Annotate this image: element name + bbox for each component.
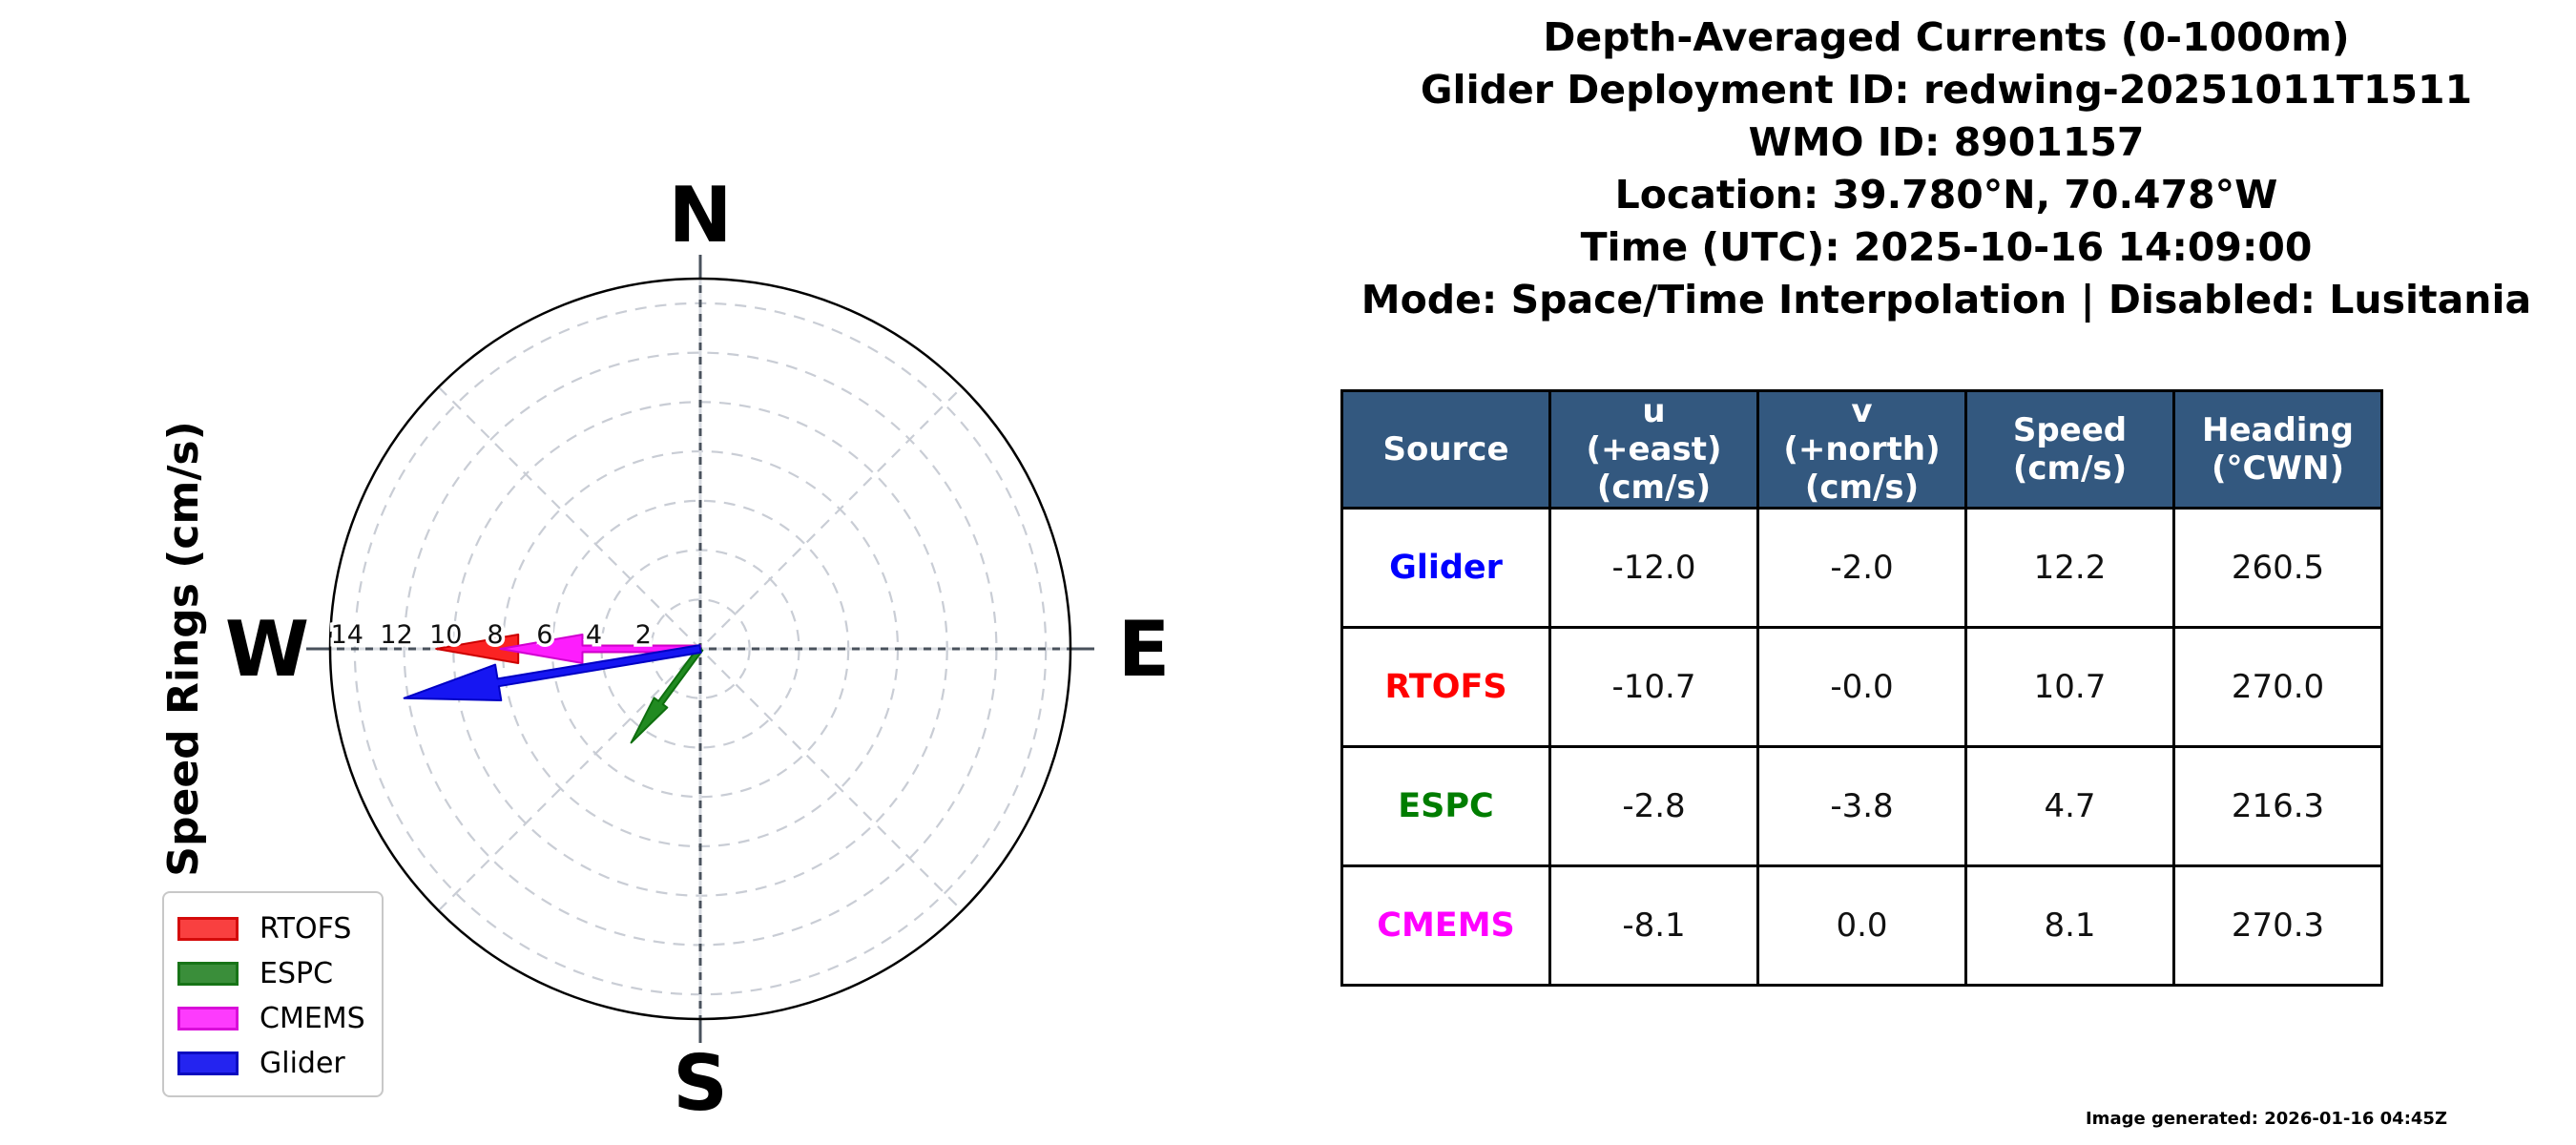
u-cell: -10.7 bbox=[1548, 626, 1759, 748]
polar-boundary-circle bbox=[328, 277, 1072, 1021]
compass-east-label: E bbox=[1118, 605, 1171, 694]
compass-west-label: W bbox=[225, 605, 309, 694]
ring-tick-label: 4 bbox=[586, 620, 602, 650]
ring-tick-label: 10 bbox=[429, 620, 462, 650]
heading-cell: 260.5 bbox=[2172, 507, 2383, 629]
rtofs-color-swatch bbox=[177, 917, 239, 941]
compass-north-label: N bbox=[669, 171, 733, 260]
currents-table: Source u (+east) (cm/s) v (+north) (cm/s… bbox=[1340, 389, 2383, 987]
ring-tick-label: 2 bbox=[635, 620, 652, 650]
location-line: Location: 39.780°N, 70.478°W bbox=[1614, 172, 2278, 218]
legend-label: CMEMS bbox=[260, 1001, 365, 1035]
header-heading: Heading (°CWN) bbox=[2172, 389, 2383, 510]
u-cell: -2.8 bbox=[1548, 745, 1759, 867]
ring-tick-label: 8 bbox=[487, 620, 503, 650]
polar-plot: 14 12 10 8 6 4 2 N S W E Speed Rings (cm/s) bbox=[159, 171, 1171, 1128]
source-cell: Glider bbox=[1340, 507, 1551, 629]
header-u: u (+east) (cm/s) bbox=[1548, 389, 1759, 510]
header-source: Source bbox=[1340, 389, 1551, 510]
v-cell: -0.0 bbox=[1756, 626, 1967, 748]
source-cell: RTOFS bbox=[1340, 626, 1551, 748]
cmems-color-swatch bbox=[177, 1007, 239, 1030]
source-cell: CMEMS bbox=[1340, 864, 1551, 987]
v-cell: -2.0 bbox=[1756, 507, 1967, 629]
legend-item-glider: Glider bbox=[177, 1041, 382, 1086]
page-title: Depth-Averaged Currents (0-1000m) bbox=[1543, 14, 2350, 60]
current-vectors bbox=[403, 634, 704, 744]
legend-label: RTOFS bbox=[260, 911, 352, 946]
deployment-id-line: Glider Deployment ID: redwing-20251011T1… bbox=[1420, 67, 2473, 113]
glider-color-swatch bbox=[177, 1051, 239, 1075]
heading-cell: 216.3 bbox=[2172, 745, 2383, 867]
title-block: Depth-Averaged Currents (0-1000m) Glider… bbox=[1317, 11, 2576, 326]
table-row: ESPC -2.8 -3.8 4.7 216.3 bbox=[1340, 745, 2383, 867]
mode-line: Mode: Space/Time Interpolation | Disable… bbox=[1361, 277, 2532, 323]
wmo-id-line: WMO ID: 8901157 bbox=[1748, 119, 2145, 165]
radial-axis-title: Speed Rings (cm/s) bbox=[159, 421, 208, 876]
vector-arrow-espc bbox=[630, 646, 704, 744]
ring-tick-label: 12 bbox=[380, 620, 412, 650]
speed-cell: 8.1 bbox=[1964, 864, 2175, 987]
heading-cell: 270.0 bbox=[2172, 626, 2383, 748]
heading-cell: 270.3 bbox=[2172, 864, 2383, 987]
table-row: CMEMS -8.1 0.0 8.1 270.3 bbox=[1340, 864, 2383, 987]
v-cell: -3.8 bbox=[1756, 745, 1967, 867]
speed-cell: 4.7 bbox=[1964, 745, 2175, 867]
legend-item-rtofs: RTOFS bbox=[177, 906, 382, 951]
vector-arrow-glider bbox=[403, 644, 702, 701]
source-cell: ESPC bbox=[1340, 745, 1551, 867]
compass-south-label: S bbox=[673, 1039, 728, 1128]
table-header-row: Source u (+east) (cm/s) v (+north) (cm/s… bbox=[1340, 389, 2383, 510]
ring-tick-label: 6 bbox=[536, 620, 552, 650]
u-cell: -12.0 bbox=[1548, 507, 1759, 629]
header-v: v (+north) (cm/s) bbox=[1756, 389, 1967, 510]
u-cell: -8.1 bbox=[1548, 864, 1759, 987]
legend-label: ESPC bbox=[260, 956, 334, 990]
speed-cell: 12.2 bbox=[1964, 507, 2175, 629]
v-cell: 0.0 bbox=[1756, 864, 1967, 987]
ring-tick-label: 14 bbox=[331, 620, 364, 650]
legend-label: Glider bbox=[260, 1046, 345, 1080]
legend-item-cmems: CMEMS bbox=[177, 996, 382, 1041]
header-speed: Speed (cm/s) bbox=[1964, 389, 2175, 510]
generated-timestamp: Image generated: 2026-01-16 04:45Z bbox=[2085, 1109, 2447, 1129]
speed-ring-labels: 14 12 10 8 6 4 2 bbox=[327, 617, 654, 654]
table-row: Glider -12.0 -2.0 12.2 260.5 bbox=[1340, 507, 2383, 629]
legend-item-espc: ESPC bbox=[177, 951, 382, 996]
espc-color-swatch bbox=[177, 962, 239, 986]
speed-cell: 10.7 bbox=[1964, 626, 2175, 748]
table-row: RTOFS -10.7 -0.0 10.7 270.0 bbox=[1340, 626, 2383, 748]
legend: RTOFS ESPC CMEMS Glider bbox=[162, 891, 384, 1097]
time-line: Time (UTC): 2025-10-16 14:09:00 bbox=[1580, 224, 2313, 270]
